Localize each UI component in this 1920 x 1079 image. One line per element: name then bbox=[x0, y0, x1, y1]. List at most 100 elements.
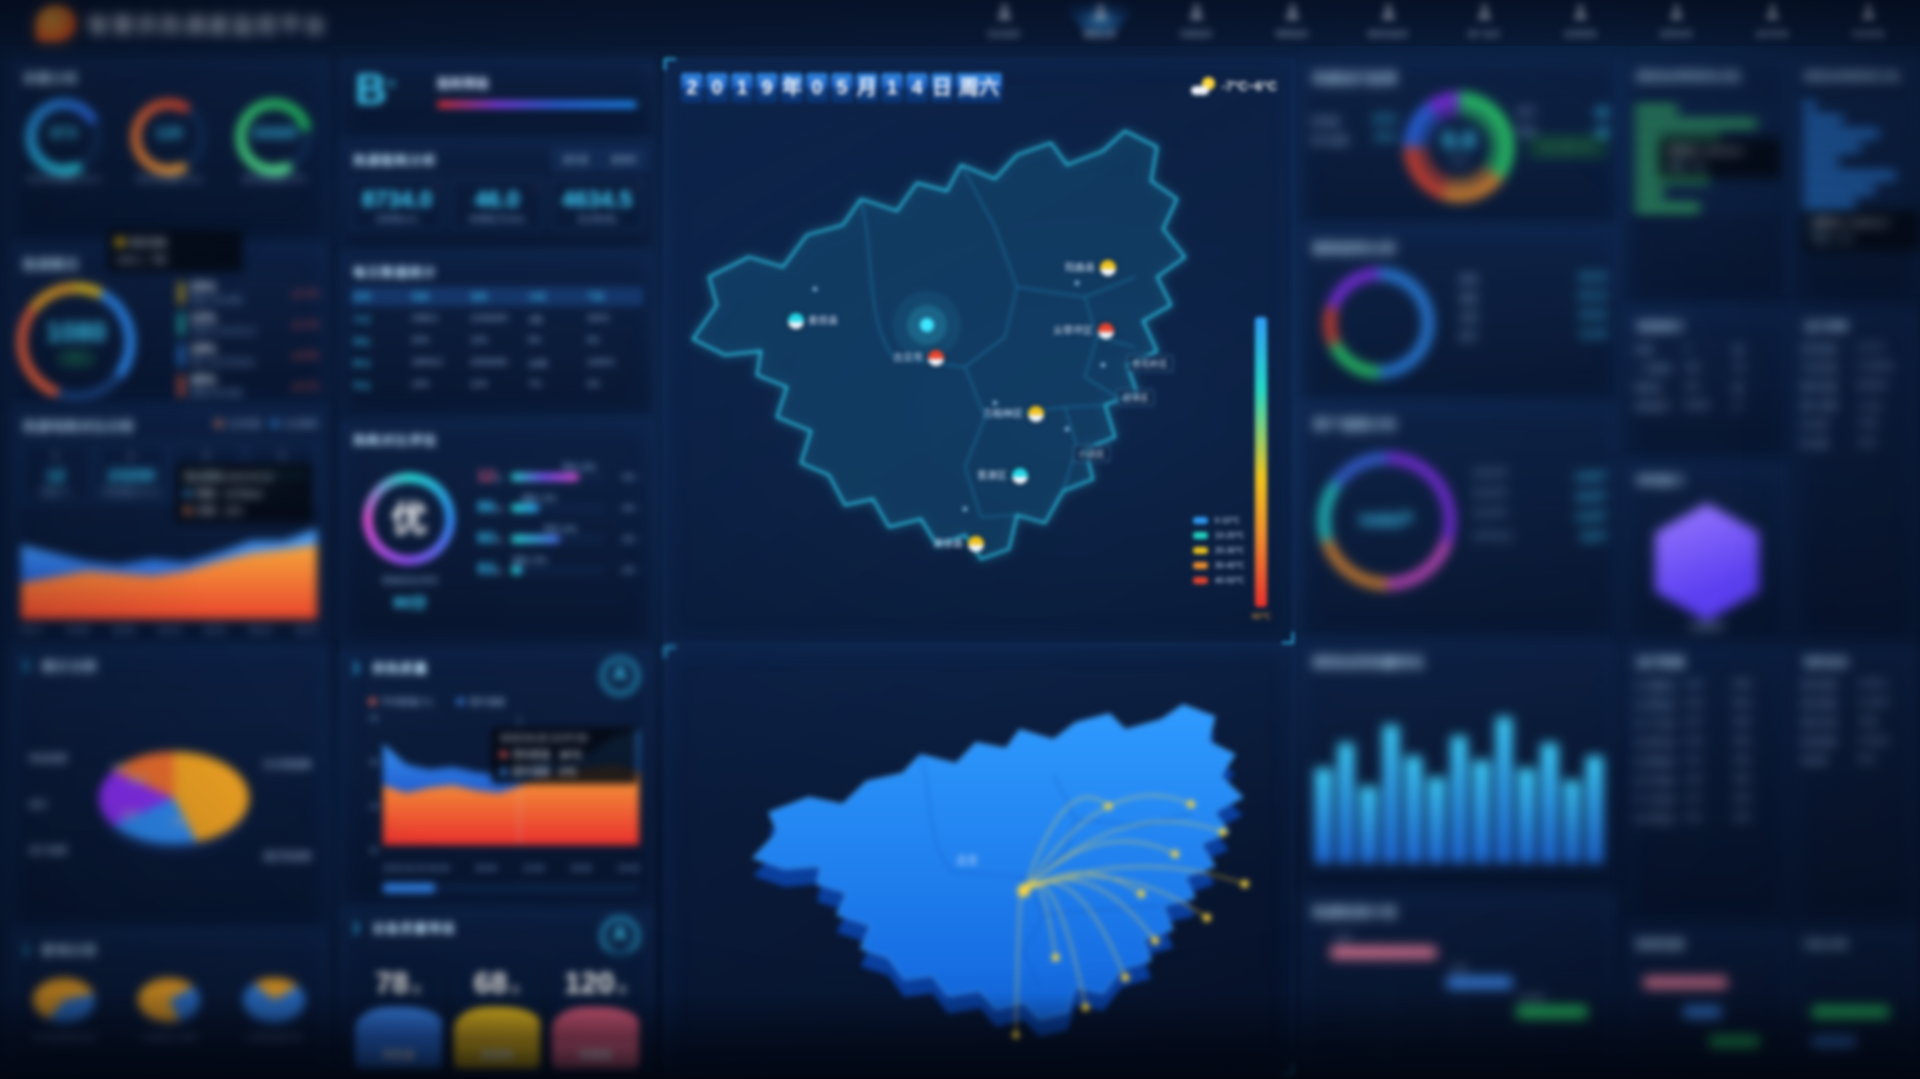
table-cell: 0.44 bbox=[1684, 774, 1702, 784]
color-bar bbox=[179, 312, 183, 335]
district-古交市[interactable]: 古交市 bbox=[893, 349, 944, 367]
district-小店区[interactable]: 小店区 bbox=[1073, 445, 1111, 462]
district-清徐县[interactable]: 清徐县 bbox=[933, 535, 984, 553]
panel-user-temp: 用户温度分布 5488户 18-20℃ 2180户 20-22℃ 1630户 22-24… bbox=[1300, 404, 1618, 640]
bar bbox=[1428, 777, 1445, 863]
network-node[interactable] bbox=[1150, 935, 1161, 946]
nav-label: 热源监控 bbox=[1179, 29, 1213, 39]
network-node[interactable] bbox=[1010, 1030, 1022, 1041]
temperature-max-label: 60℃ bbox=[1251, 611, 1271, 621]
energy-item-delta: ▲3.1% bbox=[291, 380, 319, 391]
table-cell: 12% bbox=[469, 335, 488, 345]
legend-item[interactable]: 太古管网 bbox=[270, 418, 317, 430]
panel-heat-rank: 换热站单耗排名(热) 西铭站 0.35GJ/m² 同比 -3% bbox=[1624, 58, 1790, 306]
district-尖草坪区[interactable]: 尖草坪区 bbox=[1053, 322, 1114, 340]
nav-item-系统管理[interactable]: 系统管理 bbox=[1839, 2, 1897, 40]
legend-item[interactable]: 室外温度 bbox=[457, 695, 505, 708]
datazoom-handle[interactable] bbox=[383, 883, 435, 893]
bar-fill bbox=[1803, 186, 1876, 193]
app-logo-icon bbox=[36, 5, 76, 41]
network-node[interactable] bbox=[1120, 972, 1131, 983]
district-晋源区[interactable]: 晋源区 bbox=[977, 467, 1028, 485]
person-icon bbox=[1093, 4, 1107, 19]
label-value-row: 电耗 25.1% bbox=[1459, 291, 1607, 305]
device-card-待检查[interactable]: 78 台待检查 bbox=[355, 951, 442, 1069]
gantt-label: 古交电厂 bbox=[1517, 994, 1550, 1003]
datazoom-track[interactable] bbox=[383, 883, 639, 893]
table-row: 06 许坦站 0.44 93% bbox=[1633, 771, 1781, 790]
device-card-待维修[interactable]: 120 台待维修 bbox=[552, 951, 640, 1069]
toggle-buttons: 按热源 按管网 bbox=[549, 150, 645, 169]
district-迎泽区[interactable]: 迎泽区 bbox=[1117, 389, 1155, 406]
network-node[interactable] bbox=[1136, 888, 1147, 900]
eval-fill bbox=[511, 535, 560, 543]
nav-item-换热站监控[interactable]: 换热站监控 bbox=[1359, 2, 1417, 40]
energy-item-delta: ▲2.3% bbox=[291, 287, 319, 298]
panel-statistics: 》统计分析 45% 20% 20% 15% 管线故障 其它 用户故障 补水泵故障 循环… bbox=[10, 646, 328, 928]
nav-item-收费管理[interactable]: 收费管理 bbox=[1551, 2, 1609, 40]
table-cell: 95% bbox=[1733, 717, 1752, 727]
network-node[interactable] bbox=[1239, 878, 1250, 890]
eval-track: 节约 16% bbox=[511, 525, 605, 543]
table-cell: 8632t/h bbox=[1858, 380, 1889, 390]
eval-track: 超标 12% bbox=[511, 494, 605, 512]
nav-item-综合监控[interactable]: 综合监控 bbox=[975, 2, 1033, 40]
filter-button-按管网[interactable]: 按管网 bbox=[601, 150, 645, 169]
table-cell: 12.3℃ bbox=[1858, 342, 1886, 352]
table-cell: 98% bbox=[1733, 679, 1752, 689]
nav-label: 换热站监控 bbox=[1367, 29, 1409, 39]
table-cell: 93% bbox=[1733, 774, 1752, 784]
panel-title: 运行参数 bbox=[1805, 322, 1849, 333]
y-tick: 40 bbox=[369, 713, 379, 723]
small-pie-row: 全年停运影响次数 全年影响小区数 全年影响用户数 bbox=[11, 967, 327, 1044]
network-node[interactable] bbox=[1169, 848, 1181, 860]
gantt-bar bbox=[1447, 977, 1512, 988]
nav-item-热源监控[interactable]: 热源监控 bbox=[1167, 2, 1225, 40]
table-row: 环比 10% 12% 7% 3% bbox=[351, 376, 643, 395]
nav-item-用户监控[interactable]: 用户监控 bbox=[1455, 2, 1513, 40]
gantt-label: 一电厂 bbox=[1330, 934, 1355, 943]
nav-item-能耗分析[interactable]: 能耗分析 bbox=[1057, 0, 1143, 42]
legend-item[interactable]: 古交热源 bbox=[214, 418, 261, 430]
tooltip-time: 2019.04.20 12:07:03 bbox=[500, 733, 588, 744]
table-cell: 2吨 bbox=[528, 315, 543, 325]
nav-label: 收费管理 bbox=[1563, 29, 1597, 39]
network-hub[interactable] bbox=[1015, 882, 1032, 899]
nav-item-报警管理[interactable]: 报警管理 bbox=[1647, 2, 1705, 40]
legend-chip bbox=[1192, 562, 1208, 569]
panel-title: 换热站供热量排名 bbox=[1313, 655, 1426, 670]
filter-button-按热源[interactable]: 按热源 bbox=[553, 150, 597, 169]
tooltip-row: 电耗：1679kwh bbox=[184, 486, 304, 500]
temperature-legend: 0-10℃ 10-20℃ 20-30℃ 30-40℃ 40-50℃ bbox=[1192, 511, 1245, 590]
gantt-bar bbox=[1517, 1007, 1588, 1018]
energy-item: 25% 焦炭 4352(吨) ▲2.3% bbox=[179, 279, 319, 306]
district-万柏林区[interactable]: 万柏林区 bbox=[983, 405, 1044, 423]
district-阳曲县[interactable]: 阳曲县 bbox=[1065, 259, 1116, 277]
eval-rank-change: 2名 ↑ bbox=[621, 534, 641, 544]
x-axis-labels: 05.07 05.08 05.09 05.10 05.11 05.12 05.13 bbox=[21, 625, 317, 635]
table-cell: 昨日 bbox=[353, 359, 372, 369]
weather-badge bbox=[1028, 406, 1044, 423]
district-娄烦县[interactable]: 娄烦县 bbox=[783, 312, 838, 330]
network-node[interactable] bbox=[1201, 912, 1213, 923]
label-value-row: 22-24℃ 1125户 bbox=[1473, 508, 1607, 523]
nav-item-报表管理[interactable]: 报表管理 bbox=[1743, 2, 1801, 40]
table-cell: 0.52 bbox=[1684, 812, 1702, 822]
device-card-待保养[interactable]: 68 台待保养 bbox=[453, 951, 541, 1069]
eval-row: 12名 节约 18% 2名 ↑ bbox=[469, 463, 641, 486]
eval-rank-change: 2名 ↑ bbox=[621, 472, 641, 482]
nav-item-管网监控[interactable]: 管网监控 bbox=[1263, 2, 1321, 40]
legend-item[interactable]: 平均室温(℃) bbox=[369, 695, 433, 708]
network-node[interactable] bbox=[1185, 799, 1197, 810]
table-cell: 单位电耗 bbox=[1801, 699, 1838, 709]
slice-label: 45% bbox=[129, 775, 148, 785]
table-cell: 236 bbox=[1684, 362, 1700, 372]
network-node[interactable] bbox=[1217, 826, 1229, 838]
table-cell: 热效率 bbox=[1801, 756, 1829, 766]
network-node[interactable] bbox=[1080, 1002, 1091, 1013]
person-icon bbox=[1381, 4, 1395, 19]
district-杏花岭区[interactable]: 杏花岭区 bbox=[1127, 355, 1174, 372]
info-table: 热源 9 座一次管网 236 km 换热站 210 座供热用户 33420 户 bbox=[1633, 340, 1781, 416]
params-table: 供回温差 12.3℃ 平均压差 0.32MPa 瞬时流量 8632t/h 累计流量 1.2万t… bbox=[1799, 339, 1913, 453]
network-node[interactable] bbox=[1050, 952, 1061, 963]
